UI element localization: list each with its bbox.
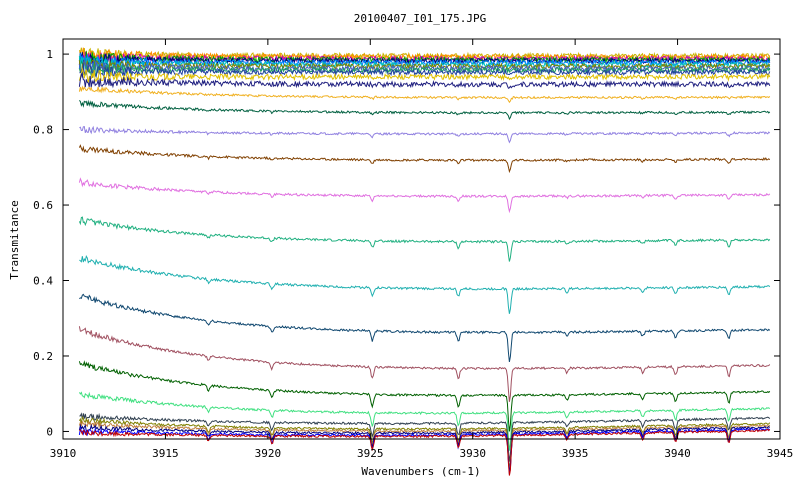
x-tick-label: 3940 <box>664 447 691 460</box>
series-line <box>78 216 771 262</box>
series-line <box>78 420 771 471</box>
series-line <box>78 423 771 473</box>
y-tick-label: 0.8 <box>33 124 53 137</box>
series-group <box>78 47 771 476</box>
x-tick-label: 3945 <box>767 447 794 460</box>
x-tick-label: 3935 <box>562 447 589 460</box>
series-line <box>78 177 771 214</box>
chart-title: 20100407_I01_175.JPG <box>354 12 486 25</box>
y-tick-label: 1 <box>46 48 53 61</box>
y-tick-label: 0.2 <box>33 350 53 363</box>
y-tick-label: 0.6 <box>33 199 53 212</box>
series-line <box>78 360 771 432</box>
series-line <box>78 144 771 174</box>
x-tick-label: 3915 <box>152 447 179 460</box>
series-line <box>78 415 771 468</box>
y-axis: 0 0.2 0.4 0.6 0.8 1 <box>33 48 780 438</box>
series-line <box>78 56 771 72</box>
series-line <box>78 85 771 104</box>
series-line <box>78 391 771 451</box>
x-tick-label: 3910 <box>50 447 77 460</box>
x-axis: 3910 3915 3920 3925 3930 3935 3940 3945 <box>50 39 794 460</box>
y-tick-label: 0 <box>46 425 53 438</box>
plot-frame <box>62 38 781 440</box>
series-line <box>78 67 771 83</box>
series-line <box>78 326 771 402</box>
series-line <box>78 47 771 62</box>
series-line <box>79 47 771 62</box>
y-axis-label: Transmitance <box>8 200 21 279</box>
y-tick-label: 0.4 <box>33 275 53 288</box>
series-line <box>79 428 771 476</box>
series-line <box>79 412 771 462</box>
series-line <box>79 125 771 144</box>
x-axis-label: Wavenumbers (cm-1) <box>361 465 480 478</box>
series-line <box>78 72 771 89</box>
x-tick-label: 3930 <box>459 447 486 460</box>
x-tick-label: 3920 <box>255 447 282 460</box>
series-line <box>79 254 771 314</box>
series-line <box>79 293 771 363</box>
series-line <box>79 99 771 121</box>
x-tick-label: 3925 <box>357 447 384 460</box>
series-line <box>79 63 771 79</box>
